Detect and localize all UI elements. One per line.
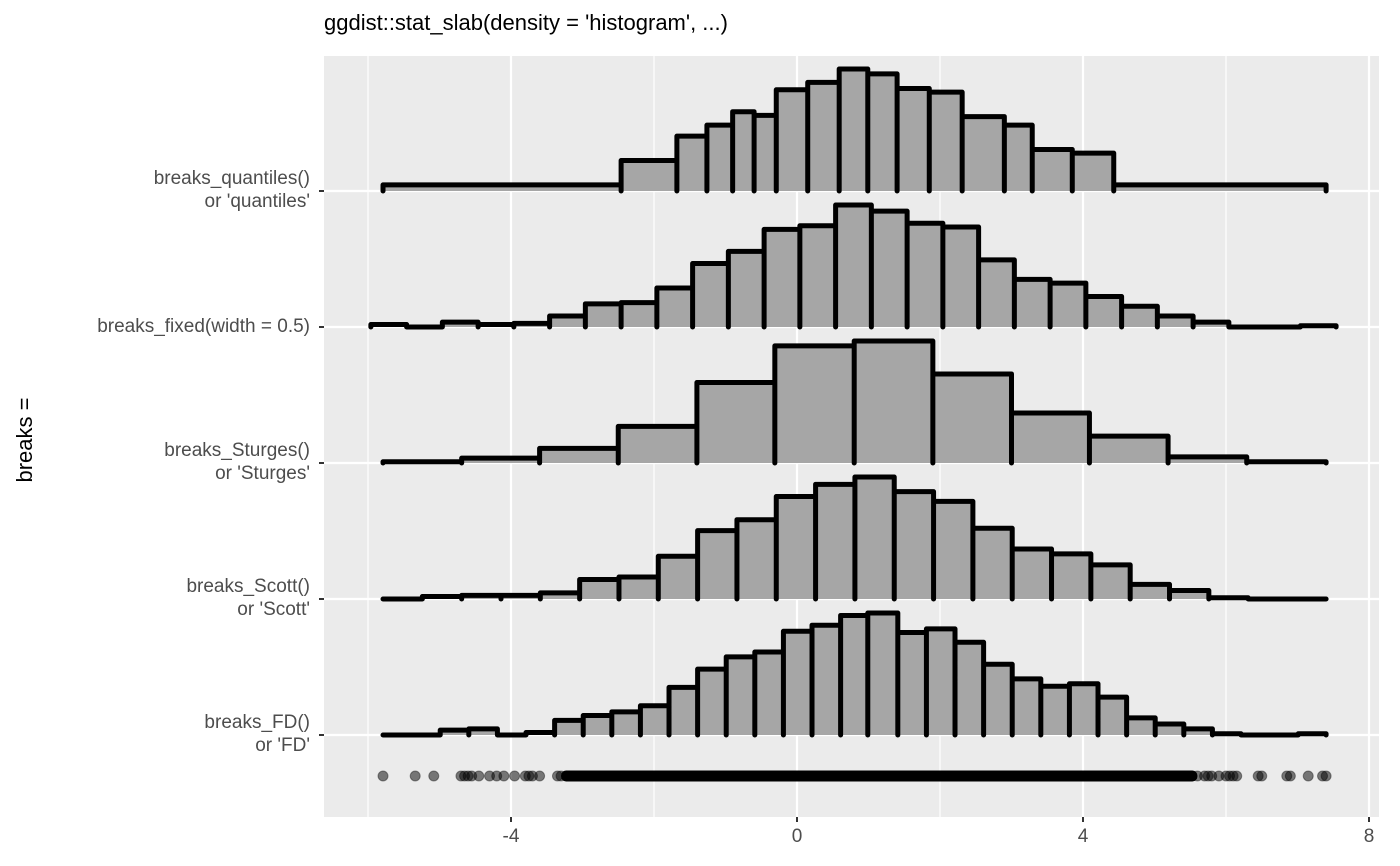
y-tick-label: breaks_quantiles() or 'quantiles' bbox=[153, 168, 310, 212]
histogram-slab bbox=[380, 610, 1329, 738]
histogram-slab bbox=[368, 202, 1339, 330]
histogram-slab bbox=[380, 338, 1329, 466]
x-tick-label: -4 bbox=[502, 826, 520, 847]
x-tick-label: 8 bbox=[1363, 826, 1375, 847]
data-points-row bbox=[377, 770, 1332, 782]
x-tick-label: 4 bbox=[1077, 826, 1089, 847]
x-tick-label: 0 bbox=[791, 826, 803, 847]
histogram-slab bbox=[380, 474, 1329, 602]
y-tick-label: breaks_FD() or 'FD' bbox=[204, 712, 310, 756]
histogram-slab bbox=[380, 66, 1329, 194]
y-tick-label: breaks_fixed(width = 0.5) bbox=[97, 316, 310, 337]
y-tick-label: breaks_Scott() or 'Scott' bbox=[186, 576, 310, 620]
y-tick-label: breaks_Sturges() or 'Sturges' bbox=[164, 440, 310, 484]
chart-title: ggdist::stat_slab(density = 'histogram',… bbox=[324, 10, 728, 35]
